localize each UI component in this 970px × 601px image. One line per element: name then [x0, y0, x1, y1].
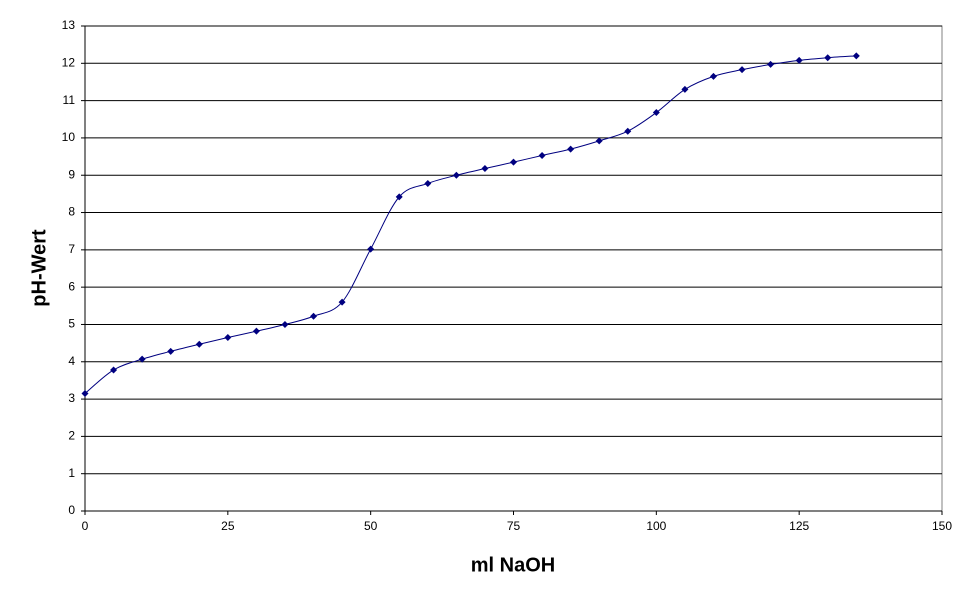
marker [681, 85, 689, 93]
plot-area [84, 25, 943, 512]
marker [167, 347, 175, 355]
y-tick-label: 7 [68, 242, 75, 256]
y-tick-label: 11 [63, 93, 76, 107]
x-tick-label: 75 [507, 519, 521, 533]
y-tick-label: 12 [62, 55, 76, 69]
y-tick-label: 9 [68, 167, 75, 181]
marker [709, 72, 717, 80]
marker [738, 66, 746, 74]
x-tick-label: 150 [932, 519, 952, 533]
marker [367, 245, 375, 253]
marker [481, 165, 489, 173]
marker [538, 151, 546, 159]
y-tick-label: 0 [68, 503, 75, 517]
line [84, 55, 857, 394]
x-tick-label: 0 [82, 519, 89, 533]
x-tick-label: 50 [364, 519, 378, 533]
y-tick-label: 4 [68, 354, 75, 368]
marker [852, 52, 860, 60]
y-tick-label: 6 [68, 279, 75, 293]
marker [510, 158, 517, 166]
y-tick-label: 2 [68, 429, 75, 443]
marker [81, 389, 89, 397]
marker [224, 334, 232, 342]
marker [652, 109, 660, 117]
marker [424, 179, 432, 187]
marker [338, 298, 346, 306]
marker [567, 145, 575, 153]
marker [310, 312, 318, 320]
y-tick-label: 13 [62, 18, 76, 32]
y-tick-label: 10 [62, 130, 76, 144]
marker [767, 60, 775, 68]
marker [824, 54, 832, 62]
y-tick-label: 8 [68, 205, 75, 219]
y-axis-title: pH-Wert [28, 229, 50, 307]
marker [595, 137, 603, 145]
marker [195, 340, 203, 348]
x-tick-label: 125 [789, 519, 809, 533]
marker [624, 127, 632, 135]
marker [281, 320, 289, 328]
y-tick-label: 1 [68, 466, 75, 480]
marker [110, 366, 118, 374]
marker [452, 171, 460, 179]
y-tick-label: 3 [68, 391, 75, 405]
marker [252, 327, 260, 335]
x-tick-label: 25 [221, 519, 235, 533]
marker [395, 193, 403, 201]
x-axis-title: ml NaOH [471, 554, 555, 576]
x-tick-label: 100 [646, 519, 666, 533]
marker [138, 355, 146, 363]
marker [795, 56, 803, 64]
y-tick-label: 5 [68, 317, 75, 331]
